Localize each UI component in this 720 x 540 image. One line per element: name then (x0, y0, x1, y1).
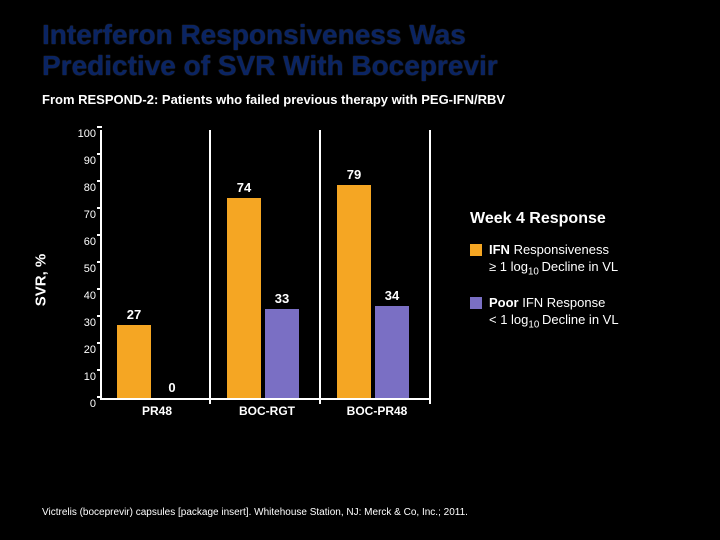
bar-value-label: 0 (155, 380, 189, 395)
y-tick-label: 10 (84, 371, 102, 383)
plot-area: 0102030405060708090100270PR487433BOC-RGT… (100, 130, 430, 400)
citation: Victrelis (boceprevir) capsules [package… (42, 507, 468, 518)
slide-subtitle: From RESPOND-2: Patients who failed prev… (42, 92, 505, 107)
x-tick-label: BOC-PR48 (337, 398, 417, 418)
y-tick-label: 20 (84, 344, 102, 356)
title-line-1: Interferon Responsiveness Was (42, 19, 466, 50)
bar: 33 (265, 309, 299, 398)
y-tick-mark (97, 126, 102, 128)
legend-text: Poor IFN Response< 1 log10 Decline in VL (489, 295, 710, 332)
bar-value-label: 79 (337, 167, 371, 182)
y-tick-label: 60 (84, 236, 102, 248)
y-tick-label: 0 (90, 398, 102, 410)
bar-value-label: 74 (227, 180, 261, 195)
y-tick-mark (97, 396, 102, 398)
y-tick-mark (97, 288, 102, 290)
y-tick-mark (97, 261, 102, 263)
y-tick-mark (97, 369, 102, 371)
y-tick-label: 30 (84, 317, 102, 329)
y-tick-mark (97, 234, 102, 236)
y-tick-mark (97, 315, 102, 317)
y-tick-mark (97, 207, 102, 209)
bar-group: 7433BOC-RGT (227, 128, 307, 398)
group-divider (429, 130, 431, 404)
y-tick-mark (97, 153, 102, 155)
legend-swatch (470, 297, 482, 309)
y-tick-label: 40 (84, 290, 102, 302)
bar: 79 (337, 185, 371, 398)
y-tick-label: 70 (84, 209, 102, 221)
x-tick-label: BOC-RGT (227, 398, 307, 418)
y-axis-label: SVR, % (33, 254, 50, 307)
y-tick-mark (97, 342, 102, 344)
legend-title: Week 4 Response (470, 210, 710, 228)
y-tick-label: 100 (78, 128, 102, 140)
y-tick-mark (97, 180, 102, 182)
bar-chart: SVR, % 0102030405060708090100270PR487433… (65, 130, 435, 430)
bar-value-label: 33 (265, 291, 299, 306)
bar-group: 270PR48 (117, 128, 197, 398)
bar-value-label: 27 (117, 307, 151, 322)
legend-text: IFN Responsiveness≥ 1 log10 Decline in V… (489, 242, 710, 279)
y-tick-label: 80 (84, 182, 102, 194)
y-tick-label: 50 (84, 263, 102, 275)
x-tick-label: PR48 (117, 398, 197, 418)
bar: 27 (117, 325, 151, 398)
bar-value-label: 34 (375, 288, 409, 303)
bar-group: 7934BOC-PR48 (337, 128, 417, 398)
legend-item: Poor IFN Response< 1 log10 Decline in VL (470, 295, 710, 332)
legend-item: IFN Responsiveness≥ 1 log10 Decline in V… (470, 242, 710, 279)
legend: Week 4 Response IFN Responsiveness≥ 1 lo… (470, 210, 710, 348)
slide-title: Interferon Responsiveness Was Predictive… (42, 20, 498, 82)
bar: 74 (227, 198, 261, 398)
group-divider (319, 130, 321, 404)
bar: 34 (375, 306, 409, 398)
title-line-2: Predictive of SVR With Boceprevir (42, 50, 498, 81)
group-divider (209, 130, 211, 404)
legend-swatch (470, 244, 482, 256)
y-tick-label: 90 (84, 155, 102, 167)
